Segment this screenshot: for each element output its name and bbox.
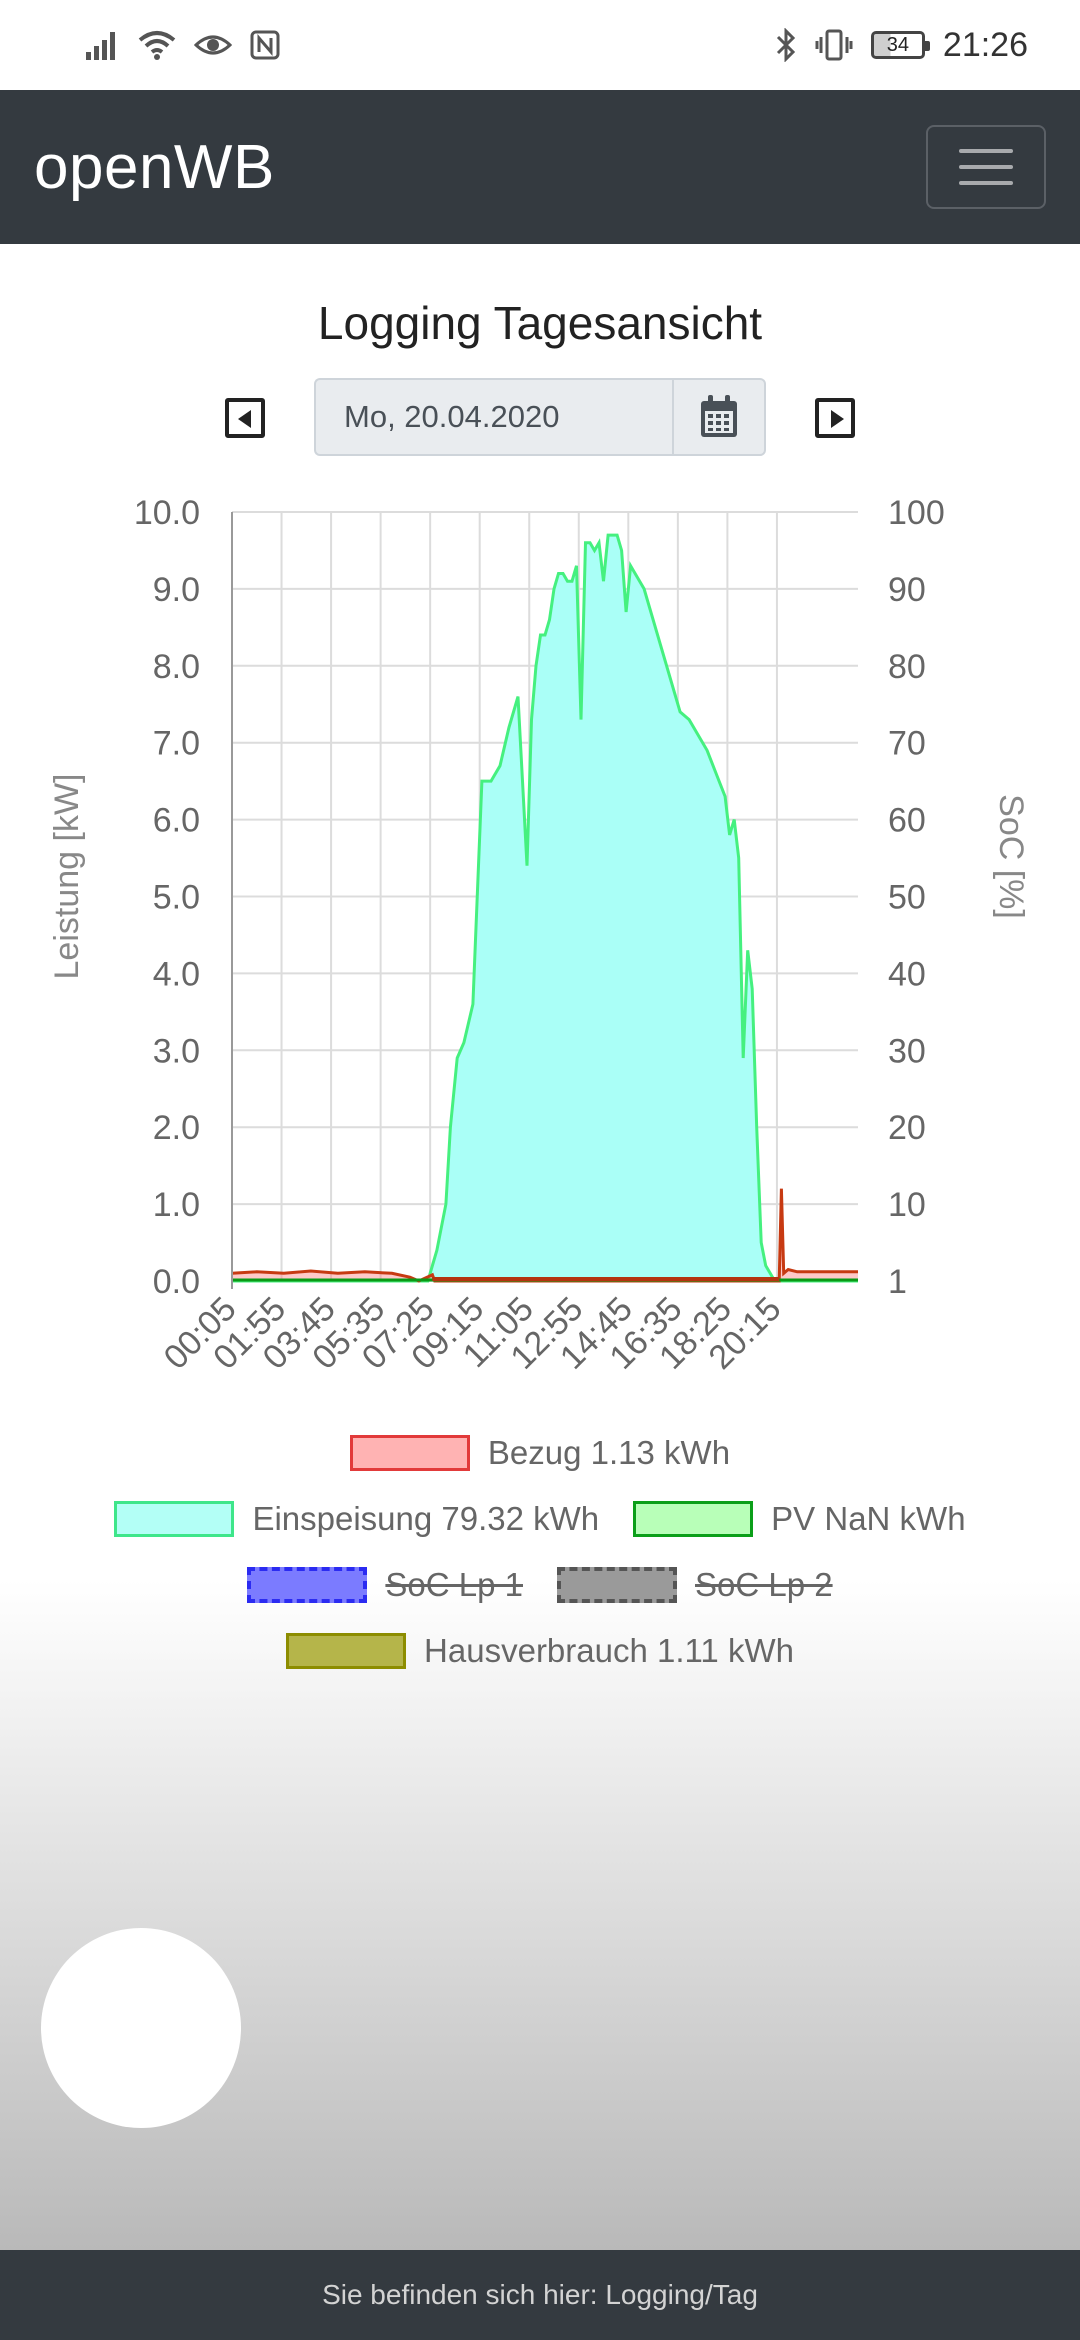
legend-row: Hausverbrauch 1.11 kWh	[0, 1618, 1080, 1684]
y-left-tick-label: 4.0	[153, 955, 200, 993]
y-right-tick-label: 20	[888, 1109, 926, 1147]
status-bar: 34 21:26	[0, 0, 1080, 90]
y-left-tick-label: 10.0	[134, 494, 200, 532]
battery-icon: 34	[870, 31, 930, 59]
bluetooth-icon	[776, 28, 796, 62]
caret-right-icon	[831, 410, 844, 428]
floating-assistant-button[interactable]	[41, 1928, 241, 2128]
legend-label: PV NaN kWh	[771, 1500, 966, 1537]
legend-swatch	[557, 1567, 677, 1603]
legend-swatch	[247, 1567, 368, 1603]
footer: Sie befinden sich hier: Logging/Tag	[0, 2250, 1080, 2340]
status-left	[86, 30, 280, 60]
status-right: 34 21:26	[775, 26, 1028, 65]
series-area-einspeisung	[232, 535, 858, 1281]
y-left-tick-label: 6.0	[153, 802, 200, 840]
calendar-button[interactable]	[672, 378, 766, 456]
nfc-icon	[250, 30, 280, 60]
page-title: Logging Tagesansicht	[317, 297, 763, 349]
vibrate-icon	[815, 29, 853, 61]
y-right-tick-label: 80	[888, 648, 926, 686]
date-controls: Mo, 20.04.2020	[0, 378, 1080, 458]
y-left-tick-label: 1.0	[153, 1186, 200, 1224]
y-left-tick-label: 3.0	[153, 1032, 200, 1070]
date-value: Mo, 20.04.2020	[344, 399, 560, 434]
previous-day-button[interactable]	[225, 398, 265, 438]
legend-row: Bezug 1.13 kWh	[0, 1420, 1080, 1486]
legend-item[interactable]: SoC Lp 1	[247, 1566, 523, 1604]
daily-log-chart: 10.0 100 9.0 90 8.0 80 7.0 70 6.0 60 5.0 50 4.0 40 3.0…	[0, 480, 1080, 1400]
signal-icon	[86, 32, 115, 60]
legend-label: SoC Lp 2	[695, 1566, 833, 1603]
y-left-tick-label: 5.0	[153, 879, 200, 917]
y-right-tick-label: 40	[888, 955, 926, 993]
status-time: 21:26	[942, 25, 1028, 64]
legend-item[interactable]: Einspeisung 79.32 kWh	[114, 1500, 599, 1538]
y-left-tick-label: 8.0	[153, 648, 200, 686]
navbar: openWB	[0, 90, 1080, 244]
legend-label: Hausverbrauch 1.11 kWh	[424, 1632, 794, 1669]
y-right-tick-label: 10	[888, 1186, 926, 1224]
y-left-tick-label: 7.0	[153, 725, 200, 763]
y-right-tick-label: 30	[888, 1032, 926, 1070]
hamburger-icon-line	[959, 181, 1013, 185]
legend-swatch	[349, 1435, 470, 1471]
eye-icon	[194, 35, 232, 55]
y-right-tick-label: 100	[888, 494, 945, 532]
legend-label: Bezug 1.13 kWh	[487, 1434, 731, 1471]
y-right-tick-label: 1	[888, 1263, 907, 1301]
hamburger-icon-line	[959, 149, 1013, 153]
y-right-tick-label: 90	[888, 571, 926, 609]
series-line-einspeisung	[232, 533, 858, 1283]
y-axis-left-label: Leistung [kW]	[48, 774, 86, 980]
legend-row: Einspeisung 79.32 kWh PV NaN kWh	[0, 1486, 1080, 1552]
y-right-tick-label: 60	[888, 802, 926, 840]
y-left-tick-label: 0.0	[153, 1263, 200, 1301]
legend-item[interactable]: SoC Lp 2	[557, 1566, 833, 1604]
battery-level: 34	[886, 33, 910, 56]
legend-item[interactable]: PV NaN kWh	[633, 1500, 966, 1538]
legend-label: SoC Lp 1	[385, 1566, 523, 1603]
y-left-tick-label: 2.0	[153, 1109, 200, 1147]
caret-left-icon	[238, 410, 251, 428]
date-input[interactable]: Mo, 20.04.2020	[314, 378, 674, 456]
brand[interactable]: openWB	[34, 132, 275, 202]
legend-row: SoC Lp 1 SoC Lp 2	[0, 1552, 1080, 1618]
chart-legend: Bezug 1.13 kWh Einspeisung 79.32 kWh PV N…	[0, 1420, 1080, 1684]
menu-toggle-button[interactable]	[926, 125, 1046, 209]
next-day-button[interactable]	[815, 398, 855, 438]
legend-item[interactable]: Hausverbrauch 1.11 kWh	[286, 1632, 794, 1670]
y-right-tick-label: 50	[888, 879, 926, 917]
legend-swatch	[286, 1633, 407, 1669]
legend-label: Einspeisung 79.32 kWh	[252, 1500, 600, 1537]
hamburger-icon-line	[959, 165, 1013, 169]
footer-breadcrumb: Sie befinden sich hier: Logging/Tag	[322, 2279, 758, 2310]
y-left-tick-label: 9.0	[153, 571, 200, 609]
y-right-tick-label: 70	[888, 725, 926, 763]
legend-swatch	[633, 1501, 754, 1537]
wifi-icon	[138, 31, 176, 60]
legend-item[interactable]: Bezug 1.13 kWh	[349, 1434, 731, 1472]
chart-series	[231, 533, 858, 1283]
calendar-icon	[701, 395, 737, 437]
y-axis-right-label: SoC [%]	[992, 794, 1030, 919]
legend-swatch	[114, 1501, 235, 1537]
